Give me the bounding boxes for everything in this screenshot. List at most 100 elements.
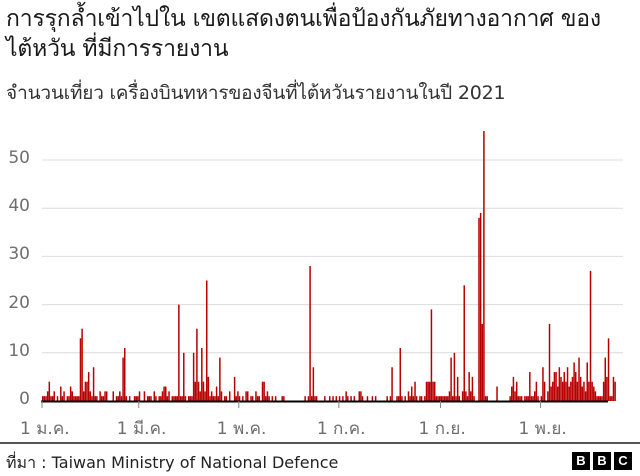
bar bbox=[210, 391, 213, 401]
bar bbox=[540, 396, 543, 401]
bar bbox=[125, 396, 128, 401]
bbc-logo-letter: B bbox=[593, 452, 611, 470]
bar bbox=[196, 328, 198, 401]
bar bbox=[191, 396, 193, 401]
bar bbox=[542, 367, 544, 401]
y-tick-label: 0 bbox=[19, 389, 30, 409]
bar bbox=[150, 396, 152, 401]
x-tick-label: 1 มี.ค. bbox=[116, 419, 167, 439]
bar bbox=[197, 381, 200, 401]
bar bbox=[425, 381, 428, 401]
bar bbox=[414, 381, 416, 401]
bar bbox=[374, 396, 377, 401]
bar bbox=[73, 396, 75, 401]
bar bbox=[609, 396, 611, 401]
bar bbox=[353, 396, 356, 401]
bar bbox=[174, 396, 177, 401]
bar bbox=[586, 362, 588, 401]
bar bbox=[568, 386, 570, 401]
bar bbox=[571, 376, 574, 401]
bar bbox=[60, 386, 62, 401]
bar bbox=[594, 391, 597, 401]
bar bbox=[74, 396, 77, 401]
bar bbox=[233, 376, 236, 401]
bar bbox=[128, 396, 131, 401]
bar bbox=[78, 396, 80, 401]
bar bbox=[115, 396, 118, 401]
bar bbox=[83, 391, 85, 401]
bar bbox=[138, 391, 141, 401]
x-tick-label: 1 พ.ค. bbox=[216, 419, 267, 439]
chart-subtitle: จำนวนเที่ยว เครื่องบินทหารของจีนที่ไต้หว… bbox=[6, 82, 506, 104]
bar bbox=[543, 381, 546, 401]
bar bbox=[527, 396, 529, 401]
bar bbox=[201, 347, 203, 401]
bar bbox=[48, 381, 51, 401]
bar bbox=[176, 396, 178, 401]
bar bbox=[596, 396, 598, 401]
bar bbox=[68, 396, 70, 401]
bar bbox=[146, 396, 149, 401]
bar bbox=[102, 396, 105, 401]
bar bbox=[307, 396, 310, 401]
bar bbox=[224, 396, 226, 401]
bar bbox=[220, 391, 223, 401]
bar bbox=[258, 396, 260, 401]
bar bbox=[471, 376, 474, 401]
bar bbox=[271, 396, 274, 401]
bar bbox=[473, 396, 475, 401]
bar bbox=[204, 391, 206, 401]
bar bbox=[207, 376, 210, 401]
bar bbox=[160, 396, 162, 401]
bar bbox=[345, 391, 347, 401]
bar bbox=[342, 396, 344, 401]
bar bbox=[547, 391, 549, 401]
bar bbox=[173, 396, 175, 401]
bar bbox=[404, 396, 406, 401]
bar bbox=[570, 381, 572, 401]
bar bbox=[268, 396, 270, 401]
y-tick-label: 30 bbox=[8, 244, 30, 265]
bar bbox=[420, 396, 423, 401]
bar bbox=[161, 391, 164, 401]
bar bbox=[274, 396, 277, 401]
bar bbox=[443, 396, 446, 401]
bar bbox=[578, 357, 580, 401]
bar bbox=[199, 391, 201, 401]
bar bbox=[371, 396, 374, 401]
bar bbox=[530, 396, 533, 401]
bar bbox=[435, 396, 438, 401]
bar bbox=[84, 381, 87, 401]
bar bbox=[563, 372, 566, 401]
bar bbox=[165, 386, 167, 401]
bar bbox=[511, 386, 513, 401]
bar bbox=[237, 391, 239, 401]
bar bbox=[447, 396, 449, 401]
bar bbox=[463, 285, 465, 401]
bbc-logo-letter: B bbox=[572, 452, 590, 470]
bar bbox=[168, 391, 170, 401]
y-tick-label: 40 bbox=[8, 196, 30, 217]
bar bbox=[235, 396, 238, 401]
bbc-logo-letter: C bbox=[614, 452, 632, 470]
bar bbox=[427, 381, 429, 401]
bar bbox=[148, 396, 151, 401]
bar bbox=[214, 396, 216, 401]
bar bbox=[445, 396, 447, 401]
bar bbox=[155, 396, 157, 401]
bar bbox=[415, 396, 418, 401]
bar bbox=[361, 396, 364, 401]
bar bbox=[424, 396, 426, 401]
bar bbox=[242, 396, 244, 401]
bar bbox=[87, 372, 90, 401]
bar bbox=[579, 376, 582, 401]
bar bbox=[429, 381, 431, 401]
bar bbox=[266, 391, 269, 401]
bar bbox=[438, 396, 441, 401]
bar bbox=[135, 396, 137, 401]
bar bbox=[437, 396, 439, 401]
bar bbox=[520, 396, 523, 401]
bar bbox=[245, 391, 247, 401]
bar bbox=[312, 367, 315, 401]
bar bbox=[573, 362, 575, 401]
